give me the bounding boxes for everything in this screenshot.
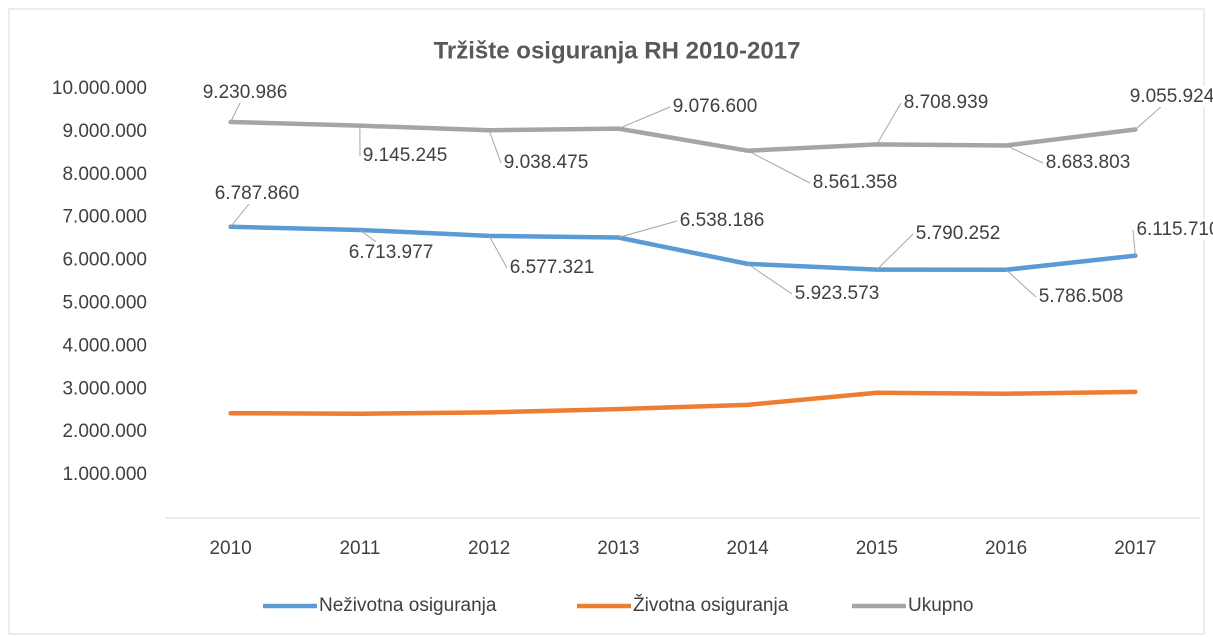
x-tick-label: 2016	[985, 538, 1027, 559]
label-bg	[1036, 286, 1126, 308]
label-bg	[1127, 86, 1213, 108]
label-bg	[507, 257, 597, 279]
label-bg	[212, 183, 302, 205]
y-tick-label: 9.000.000	[62, 121, 147, 142]
label-bg	[501, 152, 591, 174]
x-tick-label: 2017	[1114, 538, 1156, 559]
y-tick-label: 10.000.000	[52, 78, 147, 99]
label-bg	[913, 223, 1003, 245]
data-label: 6.713.977	[349, 242, 434, 263]
x-tick-label: 2012	[468, 538, 510, 559]
leader-line	[876, 102, 902, 145]
leader-line	[876, 233, 914, 270]
y-tick-label: 4.000.000	[62, 335, 147, 356]
legend-label: Ukupno	[908, 595, 974, 616]
leader-line	[1005, 269, 1037, 298]
label-bg	[360, 145, 450, 167]
data-label: 5.786.508	[1039, 286, 1124, 307]
label-bg	[670, 96, 760, 118]
y-tick-label: 5.000.000	[62, 293, 147, 314]
chart-title: Tržište osiguranja RH 2010-2017	[434, 37, 801, 64]
data-label: 8.561.358	[813, 172, 898, 193]
y-tick-label: 2.000.000	[62, 421, 147, 442]
leader-line	[488, 130, 502, 164]
data-label: 5.790.252	[916, 223, 1001, 244]
label-bg	[677, 210, 767, 232]
x-tick-label: 2015	[856, 538, 898, 559]
data-label: 5.923.573	[795, 283, 880, 304]
leader-line	[618, 106, 671, 130]
y-tick-label: 6.000.000	[62, 250, 147, 271]
x-tick-label: 2013	[597, 538, 639, 559]
data-label: 6.577.321	[510, 257, 595, 278]
label-bg	[1134, 219, 1213, 241]
y-tick-label: 3.000.000	[62, 378, 147, 399]
data-label: 9.230.986	[203, 82, 288, 103]
leader-line	[618, 220, 678, 238]
x-tick-label: 2014	[726, 538, 769, 559]
data-label: 9.038.475	[504, 152, 589, 173]
legend-label: Životna osiguranja	[633, 594, 789, 616]
chart-frame	[8, 8, 1205, 635]
leader-line	[1132, 229, 1136, 256]
label-bg	[810, 172, 900, 194]
label-bg	[346, 242, 436, 264]
y-tick-label: 8.000.000	[62, 164, 147, 185]
data-label: 8.683.803	[1046, 152, 1131, 173]
data-label: 6.115.710	[1136, 219, 1213, 240]
data-label: 6.538.186	[680, 210, 765, 231]
leader-line	[488, 235, 508, 269]
legend-label: Neživotna osiguranja	[319, 595, 497, 616]
label-bg	[901, 92, 991, 114]
data-label: 8.708.939	[904, 92, 989, 113]
data-label: 9.076.600	[673, 96, 758, 117]
leader-line	[747, 150, 811, 184]
data-label: 9.055.924	[1130, 86, 1213, 107]
label-bg	[792, 283, 882, 305]
series-line	[228, 119, 1138, 153]
x-tick-label: 2011	[339, 538, 380, 559]
series-line	[228, 389, 1138, 416]
x-tick-label: 2010	[209, 538, 251, 559]
data-label: 6.787.860	[215, 183, 300, 204]
leader-line	[1005, 145, 1044, 164]
label-bg	[1043, 152, 1133, 174]
series-line	[228, 224, 1138, 273]
label-bg	[200, 82, 290, 104]
data-label: 9.145.245	[363, 145, 448, 166]
y-tick-label: 7.000.000	[62, 207, 147, 228]
y-tick-label: 1.000.000	[62, 464, 147, 485]
leader-line	[747, 263, 793, 295]
